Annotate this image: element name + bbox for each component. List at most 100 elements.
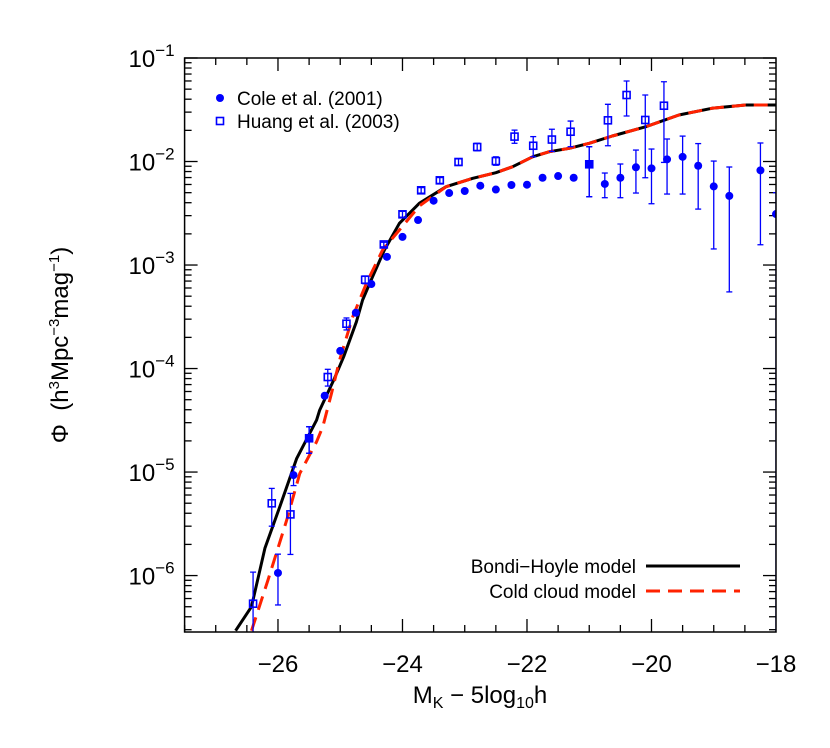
cole-point-marker (320, 391, 329, 400)
cole-point-marker (460, 186, 469, 195)
huang-point-marker (267, 499, 277, 508)
cole-point-marker (336, 346, 345, 355)
cole-point-marker (554, 172, 563, 181)
y-tick-label: 10−1 (129, 41, 175, 73)
legend-label-cole: Cole et al. (2001) (237, 89, 383, 110)
cole-point (491, 185, 500, 194)
cole-point (678, 135, 687, 195)
legend-models: Bondi−Hoyle model Cold cloud model (471, 557, 740, 603)
huang-point (342, 317, 351, 331)
cole-point (429, 196, 438, 205)
x-tick-label: −24 (382, 651, 423, 678)
huang-point-marker (491, 156, 501, 166)
huang-point-marker (659, 101, 669, 111)
y-axis-label: Φ (h3Mpc−3mag−1) (46, 247, 74, 443)
cole-point (631, 149, 640, 194)
huang-point (659, 81, 669, 164)
huang-point (547, 128, 557, 153)
huang-point-marker (360, 275, 370, 285)
x-tick-labels: −26 −24 −22 −20 −18 (258, 651, 797, 678)
huang-point (510, 129, 519, 144)
cole-point-marker (289, 471, 298, 480)
huang-point-marker (622, 90, 631, 100)
huang-point (267, 487, 277, 527)
cole-point (460, 186, 469, 195)
huang-point (323, 368, 333, 387)
y-tick-label: 10−5 (129, 455, 175, 487)
cole-point-marker (538, 173, 547, 182)
cole-point-marker (398, 232, 407, 241)
legend-label-bondi-hoyle: Bondi−Hoyle model (471, 557, 636, 578)
huang-point-marker (640, 115, 650, 125)
huang-point-marker (248, 599, 258, 608)
huang-point-marker (454, 157, 463, 167)
cole-point-marker (647, 164, 656, 173)
huang-point (622, 80, 631, 117)
y-tick-label: 10−4 (129, 352, 175, 384)
cole-point-marker (694, 161, 703, 170)
huang-point-marker (472, 142, 482, 152)
cole-point-marker (709, 182, 718, 191)
huang-point-marker (566, 127, 575, 137)
cole-point-marker (663, 155, 672, 164)
huang-point (304, 426, 314, 454)
cole-point-marker (414, 216, 423, 225)
x-tick-label: −18 (756, 651, 797, 678)
cole-point-marker (522, 180, 531, 189)
cole-point (414, 216, 423, 225)
huang-point-marker (528, 141, 538, 151)
huang-point (472, 142, 482, 152)
cole-point (522, 180, 531, 189)
cole-point (756, 142, 765, 246)
cole-point (336, 346, 345, 355)
cole-point (351, 308, 360, 317)
cole-point (725, 166, 734, 293)
huang-point-marker (286, 510, 295, 519)
cole-point-marker (351, 308, 360, 317)
cole-point (320, 391, 329, 400)
legend-label-cold-cloud: Cold cloud model (489, 582, 636, 603)
legend-label-huang: Huang et al. (2003) (237, 112, 400, 133)
huang-point (584, 146, 594, 198)
x-tick-label: −26 (258, 651, 299, 678)
cole-point (569, 173, 578, 182)
y-tick-label: 10−6 (129, 559, 175, 591)
huang-point-marker (304, 433, 314, 443)
cole-point (663, 138, 672, 195)
y-tick-labels: 10−1 10−2 10−3 10−4 10−5 10−6 (129, 41, 175, 591)
cole-point (616, 163, 625, 199)
huang-point (360, 275, 370, 285)
plot-frame (183, 57, 777, 633)
legend-marker-huang (215, 116, 225, 126)
cole-point (289, 466, 298, 487)
cole-point (538, 173, 547, 182)
cole-point-marker (631, 163, 640, 172)
cole-point (476, 181, 485, 190)
cole-point (647, 148, 656, 205)
cole-point-marker (678, 152, 687, 161)
cold-cloud-model-curve (250, 103, 776, 632)
legend-marker-cole (216, 94, 224, 102)
huang-point (379, 240, 389, 249)
cole-point (600, 172, 609, 199)
x-tick-label: −20 (631, 651, 672, 678)
huang-point-marker (435, 176, 445, 185)
cole-point-marker (569, 173, 578, 182)
huang-point (566, 120, 575, 148)
huang-point (435, 176, 445, 185)
cole-point-marker (382, 252, 391, 261)
cole-point (445, 189, 454, 198)
cole-point (554, 172, 563, 181)
huang-point (603, 103, 613, 147)
huang-point-marker (547, 135, 557, 144)
cole-point (398, 232, 407, 241)
plot-series (234, 80, 777, 632)
cole-point (382, 252, 391, 261)
cole-point (709, 160, 718, 250)
cole-point-marker (429, 196, 438, 205)
cole-point-marker (725, 191, 734, 200)
huang-point-marker (603, 116, 613, 125)
huang-point (491, 156, 501, 166)
huang-point (454, 157, 463, 167)
